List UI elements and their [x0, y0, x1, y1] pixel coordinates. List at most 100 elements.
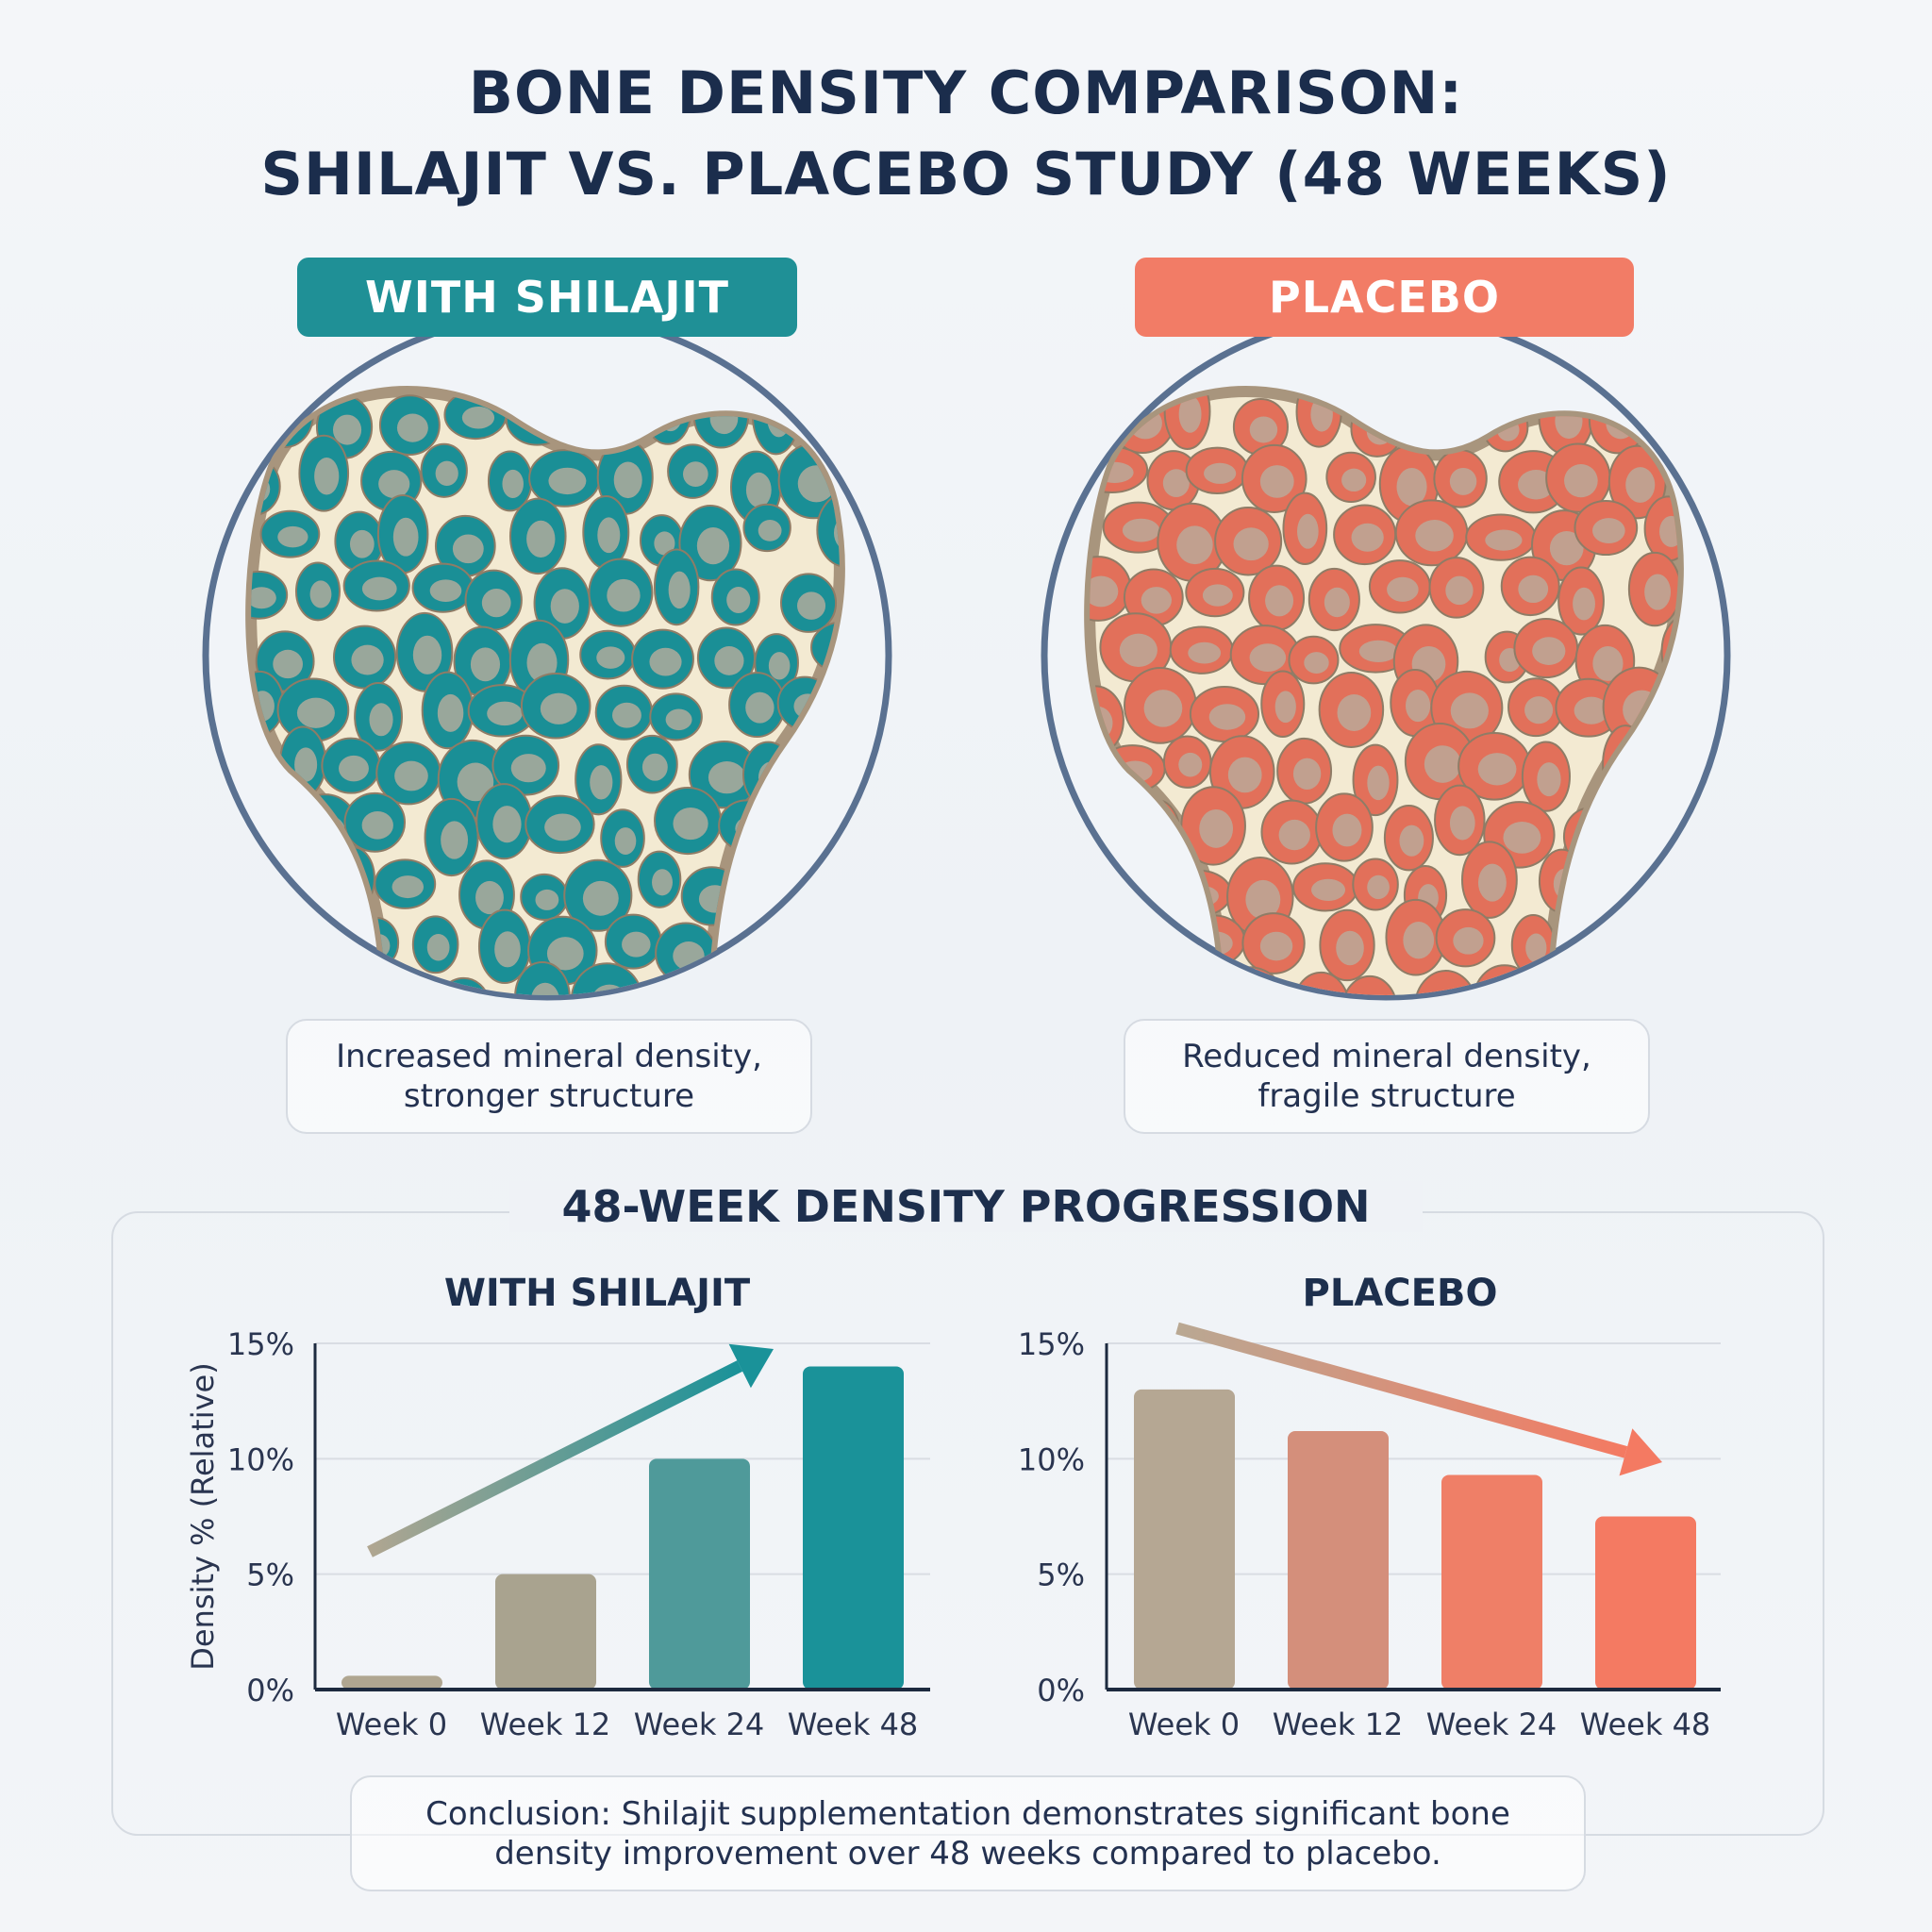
- placebo-caption-line2: fragile structure: [1257, 1077, 1516, 1115]
- bone-pore-core: [349, 529, 375, 558]
- bone-pore-core: [1644, 574, 1672, 610]
- bone-pore-core: [1537, 762, 1561, 797]
- bone-pore-core: [1332, 813, 1362, 847]
- bone-pore-core: [1336, 930, 1364, 966]
- bone-pore-core: [1564, 463, 1598, 498]
- bone-pore-core: [544, 813, 581, 841]
- bone-pore-core: [392, 517, 419, 557]
- y-tick-label: 0%: [246, 1673, 294, 1708]
- bone-pore-core: [540, 692, 577, 724]
- bone-pore-core: [1249, 643, 1287, 673]
- conclusion-box: Conclusion: Shilajit supplementation dem…: [350, 1775, 1586, 1891]
- bone-pore-core: [526, 520, 556, 558]
- bone-pore-core: [590, 765, 613, 800]
- bone-pore-core: [1556, 982, 1581, 995]
- x-tick-label: Week 48: [788, 1707, 919, 1742]
- bone-pore-core: [1367, 874, 1390, 900]
- bone-pore-core: [361, 576, 397, 601]
- bar-week-12: [1288, 1430, 1389, 1690]
- bone-pore-core: [391, 875, 425, 899]
- x-tick-label: Week 12: [1273, 1707, 1404, 1742]
- bone-pore-core: [1667, 869, 1678, 897]
- bone-pore-core: [816, 414, 840, 441]
- x-tick-label: Week 0: [1128, 1707, 1240, 1742]
- bone-pore-core: [821, 874, 840, 900]
- bone-pore: [570, 962, 643, 995]
- bone-pore-core: [1518, 469, 1555, 500]
- bone-pore-core: [1119, 633, 1158, 667]
- bone-pore-core: [361, 811, 393, 840]
- bone-pore-core: [314, 457, 340, 495]
- x-tick-label: Week 24: [634, 1707, 765, 1742]
- bone-pore-core: [302, 926, 333, 966]
- bone-pore-core: [339, 755, 369, 782]
- bone-pore-core: [412, 635, 442, 675]
- bone-pore-core: [1574, 696, 1609, 724]
- bone-pore-core: [1245, 879, 1281, 920]
- bone-pore-core: [654, 531, 675, 556]
- bar-week-0: [1134, 1389, 1235, 1690]
- bone-pore-core: [435, 460, 458, 487]
- bone-pore: [1090, 918, 1120, 991]
- bone-pore-core: [1445, 575, 1474, 606]
- bone-cross-section-shilajit: [202, 310, 892, 1001]
- bone-pore-core: [1188, 641, 1222, 664]
- bone-pore-core: [1453, 926, 1484, 955]
- bone-pore-core: [1351, 523, 1384, 552]
- bone-pore-core: [1227, 757, 1262, 793]
- bone-pore-core: [682, 461, 708, 487]
- bone-pore-core: [1449, 467, 1477, 495]
- bone-pore-core: [378, 470, 410, 499]
- bone-pore: [1587, 973, 1654, 995]
- bone-pore-core: [1532, 637, 1566, 665]
- trend-arrow-head: [728, 1343, 774, 1389]
- chart-1: 0% 5% 10% 15% Week 0 Week 12 Week 24 Week 48: [1018, 1322, 1721, 1742]
- y-tick-label: 5%: [246, 1557, 294, 1593]
- bone-pore-core: [1387, 576, 1419, 602]
- bone-pore-core: [582, 880, 619, 916]
- bone-pore-core: [797, 591, 826, 620]
- bone-pore-core: [396, 413, 428, 442]
- bone-pore: [800, 969, 840, 995]
- bone-pore: [1341, 974, 1398, 995]
- placebo-badge: PLACEBO: [1135, 258, 1634, 337]
- bone-pore-core: [1592, 518, 1625, 544]
- bar-week-24: [1441, 1474, 1542, 1690]
- bone-pore-core: [726, 586, 751, 614]
- bone-pore-core: [1606, 990, 1641, 995]
- bone-pore-core: [1549, 530, 1584, 566]
- bar-week-24: [649, 1458, 750, 1690]
- bone-pore-core: [273, 649, 303, 679]
- bone-pore-core: [1141, 587, 1172, 614]
- bone-pore-core: [1208, 704, 1246, 730]
- bone-pore-core: [461, 406, 495, 429]
- bar-week-48: [803, 1366, 904, 1690]
- bone-pore: [766, 915, 834, 987]
- placebo-caption: Reduced mineral density, fragile structur…: [1124, 1019, 1650, 1134]
- bone-pore-core: [1341, 468, 1367, 492]
- trend-arrow-down: [1175, 1322, 1628, 1458]
- bone-pore-core: [1396, 468, 1427, 507]
- bone-pore-core: [1233, 985, 1270, 995]
- chart-title-shilajit: WITH SHILAJIT: [443, 1272, 751, 1315]
- bone-pore-core: [785, 936, 821, 971]
- x-tick-label: Week 48: [1580, 1707, 1711, 1742]
- bone-pore: [251, 919, 287, 975]
- bone-pore-core: [1162, 469, 1190, 497]
- bone-pore-core: [429, 579, 462, 603]
- bone-illustrations: [202, 310, 1731, 1001]
- shilajit-caption: Increased mineral density, stronger struc…: [286, 1019, 812, 1134]
- bone-pore-core: [1274, 691, 1296, 724]
- bone-pore: [277, 965, 325, 995]
- bar-charts: 0% 5% 10% 15% Week 0 Week 12 Week 24 Week 48 Den…: [185, 1322, 1721, 1742]
- bone-pore-core: [1503, 821, 1541, 854]
- bone-pore-core: [1367, 765, 1390, 801]
- bone-pore-core: [437, 693, 464, 732]
- bone-pore-core: [1178, 395, 1202, 433]
- bone-pore-core: [622, 931, 651, 958]
- bone-pore-core: [369, 703, 393, 737]
- y-tick-label: 15%: [227, 1326, 294, 1362]
- bone-pore-core: [696, 527, 730, 565]
- bone-pore-core: [1620, 941, 1655, 965]
- bone-pore-core: [510, 754, 546, 783]
